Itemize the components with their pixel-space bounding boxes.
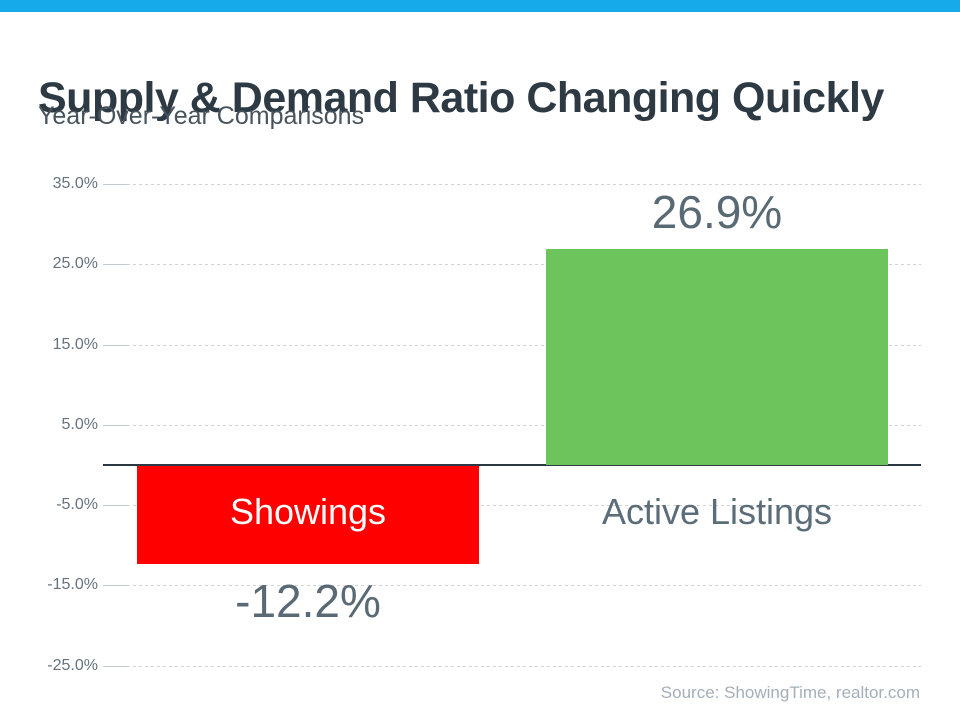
y-axis-tick: [103, 264, 127, 265]
bar-showings: [137, 466, 479, 564]
page-subtitle: Year-Over-Year Comparisons: [38, 102, 365, 130]
chart-source: Source: ShowingTime, realtor.com: [660, 683, 920, 702]
gridline: [103, 425, 921, 426]
gridline: [103, 345, 921, 346]
x-axis-line: [103, 464, 921, 466]
bar-active-listings: [546, 249, 888, 465]
value-label-active-listings: 26.9%: [651, 186, 783, 238]
y-tick-label: 35.0%: [52, 175, 98, 192]
gridline: [103, 184, 921, 185]
y-axis-tick: [103, 585, 127, 586]
y-tick-label: -15.0%: [47, 576, 98, 593]
value-label-showings: -12.2%: [235, 575, 381, 627]
y-axis-tick: [103, 425, 127, 426]
accent-bar: [0, 0, 960, 12]
gridline: [103, 505, 921, 506]
y-axis-tick: [103, 345, 127, 346]
y-tick-label: 25.0%: [52, 255, 98, 272]
page-title: Supply & Demand Ratio Changing Quickly: [38, 73, 884, 122]
gridline: [103, 585, 921, 586]
y-axis-tick: [103, 505, 127, 506]
y-axis-tick: [103, 666, 127, 667]
gridline: [103, 264, 921, 265]
y-axis-tick: [103, 184, 127, 185]
category-label-showings: Showings: [229, 491, 387, 532]
category-label-active-listings: Active Listings: [601, 491, 833, 532]
gridline: [103, 666, 921, 667]
y-tick-label: -5.0%: [56, 496, 98, 513]
y-tick-label: 5.0%: [61, 416, 98, 433]
y-tick-label: -25.0%: [47, 657, 98, 674]
y-tick-label: 15.0%: [52, 336, 98, 353]
